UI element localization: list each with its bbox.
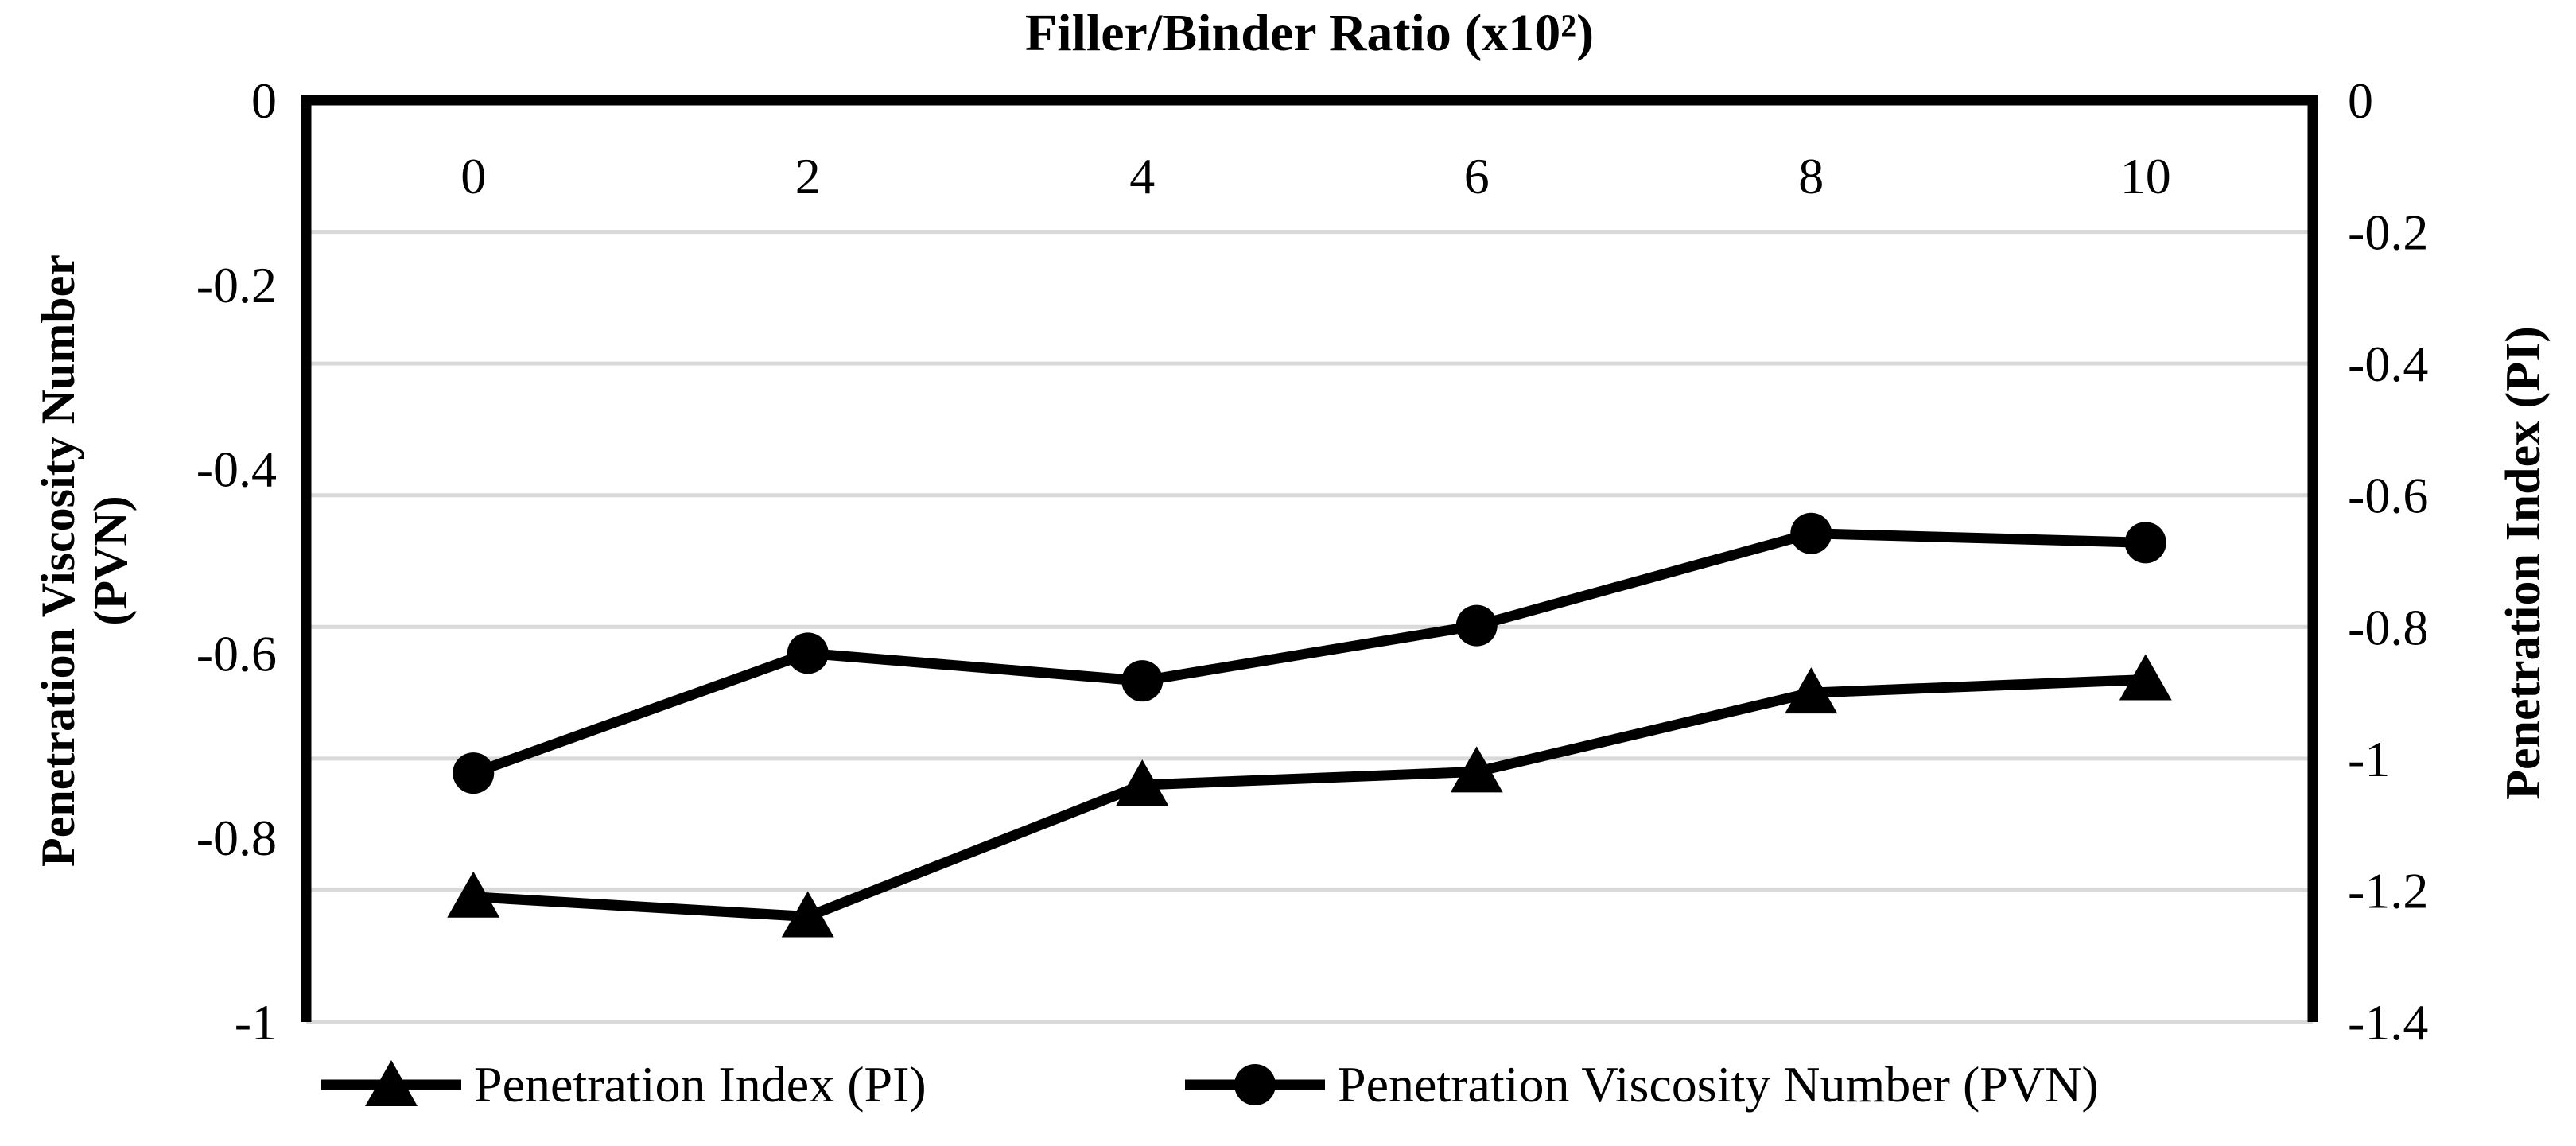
- left-tick-label: -0.4: [196, 441, 277, 498]
- triangle-marker-icon: [321, 1060, 461, 1106]
- right-tick-label: -1: [2348, 731, 2390, 787]
- left-tick-label: -0.2: [196, 257, 277, 313]
- legend-item-pi: Penetration Index (PI): [320, 1051, 927, 1118]
- series-line-triangle: [472, 674, 2147, 923]
- right-tick-label: -0.6: [2348, 468, 2428, 524]
- data-point-circle: [453, 752, 495, 794]
- data-point-circle: [787, 632, 829, 674]
- right-tick-label: -0.8: [2348, 599, 2428, 655]
- left-axis-title-line1: Penetration Viscosity Number: [32, 254, 84, 867]
- left-tick-label: -0.6: [196, 625, 277, 682]
- x-tick-label: 2: [795, 148, 821, 204]
- left-tick-label: -1: [235, 994, 277, 1051]
- left-axis-title: Penetration Viscosity Number (PVN): [32, 99, 151, 1022]
- x-tick-label: 4: [1129, 148, 1155, 204]
- left-tick-label: -0.8: [196, 810, 277, 866]
- x-tick-label: 10: [2120, 148, 2171, 204]
- data-point-triangle: [1450, 746, 1503, 793]
- legend-label-pi: Penetration Index (PI): [474, 1056, 927, 1113]
- chart-title: Filler/Binder Ratio (x10²): [1024, 4, 1595, 62]
- data-point-circle: [1121, 660, 1164, 702]
- circle-marker-icon: [1185, 1064, 1325, 1105]
- series-line-circle: [472, 528, 2146, 779]
- data-point-triangle: [447, 871, 500, 918]
- left-axis-title-line2: (PVN): [84, 495, 137, 626]
- data-point-triangle: [1116, 759, 1169, 806]
- data-point-circle: [1790, 512, 1832, 554]
- x-tick-label: 8: [1798, 148, 1824, 204]
- data-point-circle: [1455, 604, 1498, 647]
- left-tick-label: 0: [251, 72, 277, 129]
- data-point-triangle: [1785, 667, 1838, 714]
- data-point-triangle: [2119, 654, 2172, 701]
- right-tick-label: -1.2: [2348, 862, 2428, 919]
- legend-label-pvn: Penetration Viscosity Number (PVN): [1338, 1056, 2099, 1113]
- legend-item-pvn: Penetration Viscosity Number (PVN): [1183, 1051, 2099, 1118]
- right-tick-label: -0.4: [2348, 336, 2428, 392]
- x-tick-label: 0: [460, 148, 486, 204]
- right-tick-label: -1.4: [2348, 994, 2428, 1051]
- right-tick-label: -0.2: [2348, 204, 2428, 261]
- right-tick-label: 0: [2348, 72, 2373, 129]
- data-point-triangle: [781, 891, 834, 938]
- right-axis-title: Penetration Index (PI): [2496, 326, 2551, 800]
- x-tick-label: 6: [1464, 148, 1490, 204]
- data-point-circle: [2124, 522, 2166, 564]
